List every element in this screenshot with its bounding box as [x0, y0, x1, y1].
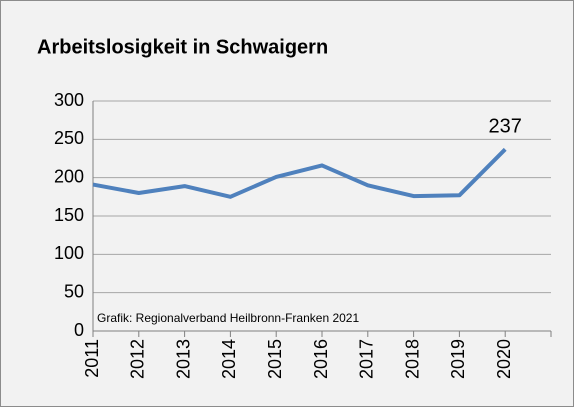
x-tick-label: 2016 [311, 339, 331, 379]
y-tick-label: 200 [54, 166, 84, 186]
x-tick-label: 2012 [128, 339, 148, 379]
y-tick-label: 0 [74, 320, 84, 340]
x-tick-label: 2015 [265, 339, 285, 379]
data-label: 237 [489, 116, 522, 138]
x-tick-label: 2020 [494, 339, 514, 379]
y-tick-label: 100 [54, 243, 84, 263]
y-tick-label: 250 [54, 128, 84, 148]
y-tick-label: 150 [54, 205, 84, 225]
x-tick-label: 2011 [82, 339, 102, 378]
x-tick-label: 2013 [173, 339, 193, 379]
chart-title: Arbeitslosigkeit in Schwaigern [37, 36, 328, 58]
line-series [92, 147, 507, 199]
y-tick-label: 50 [64, 281, 84, 301]
x-tick-label: 2018 [402, 339, 422, 379]
source-note: Grafik: Regionalverband Heilbronn-Franke… [97, 311, 359, 325]
x-tick-label: 2019 [448, 339, 468, 379]
x-tick-label: 2017 [357, 339, 377, 379]
x-tick-label: 2014 [219, 339, 239, 379]
y-tick-label: 300 [54, 90, 84, 110]
